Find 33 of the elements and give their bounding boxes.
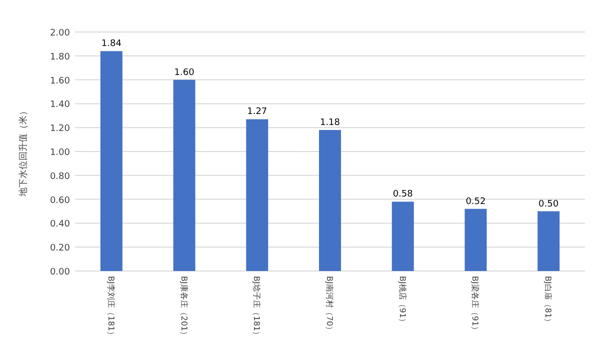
- y-tick-label: 0.40: [50, 220, 70, 230]
- data-label: 1.84: [101, 39, 122, 50]
- data-label: 0.50: [538, 199, 559, 210]
- data-label: 0.58: [392, 190, 414, 200]
- y-tick-label: 2.00: [50, 28, 70, 38]
- data-label: 1.27: [247, 107, 268, 118]
- bar: [173, 80, 196, 271]
- data-label: 1.18: [320, 118, 340, 128]
- y-tick-label: 1.60: [50, 76, 70, 86]
- y-tick-label: 1.20: [50, 124, 70, 134]
- x-tick-label: BJ埝子庄（181）: [252, 276, 262, 340]
- y-tick-label: 1.00: [50, 148, 70, 158]
- y-tick-label: 0.20: [50, 244, 70, 254]
- x-tick-label: BJ南河村（70）: [325, 276, 334, 334]
- x-tick-label: BJ白庙（81）: [544, 276, 553, 326]
- data-label: 1.60: [174, 68, 195, 78]
- bar: [392, 202, 414, 271]
- y-tick-label: 0.80: [50, 172, 70, 182]
- bar: [246, 119, 268, 271]
- bar: [319, 130, 341, 271]
- y-tick-label: 0.60: [50, 196, 70, 206]
- x-tick-label: BJ桃店（91）: [398, 276, 407, 326]
- bar: [100, 51, 122, 271]
- x-tick-label: BJ梁各庄（91）: [470, 276, 480, 334]
- y-axis-title: 地下水位回升值（米）: [18, 106, 29, 198]
- y-tick-label: 1.40: [50, 100, 70, 110]
- y-tick-label: 1.80: [50, 52, 70, 62]
- data-label: 0.52: [466, 196, 486, 207]
- x-tick-label: BJ康各庄（201）: [179, 276, 188, 340]
- bar: [464, 208, 487, 271]
- x-tick-label: BJ李刘庄（181）: [106, 276, 116, 340]
- y-tick-label: 0.00: [50, 268, 70, 278]
- bar: [538, 211, 560, 271]
